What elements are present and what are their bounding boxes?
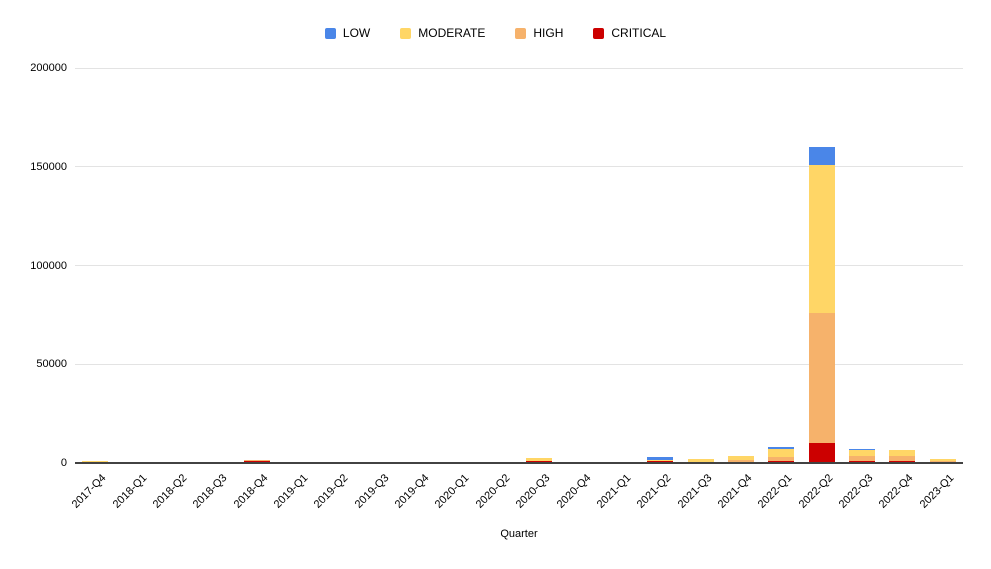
x-tick-label-2020-Q1: 2020-Q1 <box>433 472 472 511</box>
bar-segment-high[interactable] <box>808 312 835 444</box>
bar-2022-Q2[interactable] <box>808 147 835 463</box>
bar-segment-low[interactable] <box>808 147 835 165</box>
x-tick-label-2022-Q1: 2022-Q1 <box>756 472 795 511</box>
y-tick-label-150000: 150000 <box>30 160 67 173</box>
x-tick-label-2018-Q3: 2018-Q3 <box>190 472 230 511</box>
x-tick-label-2019-Q4: 2019-Q4 <box>392 472 432 511</box>
y-tick-label-50000: 50000 <box>36 358 67 371</box>
bar-2022-Q3[interactable] <box>849 448 876 463</box>
x-tick-label-2021-Q4: 2021-Q4 <box>715 472 755 511</box>
bar-segment-moderate[interactable] <box>687 458 714 462</box>
legend-item-high[interactable]: HIGH <box>515 26 563 40</box>
y-tick-label-200000: 200000 <box>30 62 67 74</box>
legend-label-critical: CRITICAL <box>611 26 667 40</box>
x-axis-tick-labels: 2017-Q4 2018-Q1 2018-Q2 2018-Q3 2018-Q4 2019-… <box>70 463 963 533</box>
bar-segment-high[interactable] <box>728 460 754 462</box>
legend-swatch-high-icon <box>515 27 527 39</box>
bar-segment-moderate[interactable] <box>768 449 795 457</box>
bar-segment-high[interactable] <box>243 460 270 462</box>
x-tick-label-2019-Q2: 2019-Q2 <box>312 472 351 511</box>
x-axis-line <box>75 462 963 464</box>
x-tick-label-2018-Q2: 2018-Q2 <box>150 472 190 511</box>
legend-item-moderate[interactable]: MODERATE <box>400 26 485 40</box>
bar-2022-Q1[interactable] <box>768 447 795 463</box>
legend-label-moderate: MODERATE <box>418 26 486 40</box>
x-tick-label-2017-Q4: 2017-Q4 <box>69 472 109 511</box>
x-tick-label-2019-Q1: 2019-Q1 <box>271 472 311 511</box>
legend-label-high: HIGH <box>533 26 564 40</box>
legend-label-low: LOW <box>342 26 371 40</box>
legend-item-critical[interactable]: CRITICAL <box>593 26 666 40</box>
chart-legend: LOW MODERATE HIGH CRITICAL <box>0 26 991 40</box>
bar-segment-low[interactable] <box>768 447 795 449</box>
gridline-100000 <box>75 265 963 266</box>
bar-segment-moderate[interactable] <box>889 450 916 457</box>
bar-segment-moderate[interactable] <box>647 460 674 462</box>
gridline-200000 <box>75 67 963 69</box>
bar-segment-critical[interactable] <box>808 443 835 463</box>
bar-segment-moderate[interactable] <box>808 164 835 313</box>
x-tick-label-2022-Q2: 2022-Q2 <box>796 472 836 511</box>
bar-segment-low[interactable] <box>849 448 876 450</box>
x-tick-label-2021-Q2: 2021-Q2 <box>634 472 674 511</box>
x-axis-title: Quarter <box>500 528 538 540</box>
x-tick-label-2018-Q4: 2018-Q4 <box>231 472 271 511</box>
x-tick-label-2023-Q1: 2023-Q1 <box>917 472 957 511</box>
x-tick-label-2020-Q2: 2020-Q2 <box>473 472 513 511</box>
legend-swatch-moderate-icon <box>400 27 412 39</box>
bar-segment-moderate[interactable] <box>526 458 553 461</box>
bar-segment-high[interactable] <box>849 455 876 462</box>
x-tick-label-2020-Q4: 2020-Q4 <box>554 472 594 511</box>
plot-area: 2017-Q4 2018-Q1 2018-Q2 2018-Q3 2018-Q4 2019-… <box>30 62 963 511</box>
gridline-150000 <box>75 166 963 168</box>
x-tick-label-2019-Q3: 2019-Q3 <box>352 472 392 511</box>
x-tick-label-2020-Q3: 2020-Q3 <box>513 472 553 511</box>
x-tick-label-2018-Q1: 2018-Q1 <box>110 472 150 511</box>
x-tick-label-2022-Q4: 2022-Q4 <box>877 472 916 511</box>
bar-segment-high[interactable] <box>768 456 795 462</box>
bar-segment-moderate[interactable] <box>849 449 876 456</box>
bar-segment-moderate[interactable] <box>929 459 956 462</box>
bar-segment-moderate[interactable] <box>728 455 754 461</box>
bar-segment-low[interactable] <box>647 457 674 461</box>
y-tick-label-0: 0 <box>60 457 67 469</box>
legend-item-low[interactable]: LOW <box>324 26 371 40</box>
y-tick-label-100000: 100000 <box>30 259 67 272</box>
x-tick-label-2022-Q3: 2022-Q3 <box>836 472 876 511</box>
bar-segment-high[interactable] <box>889 456 916 462</box>
legend-swatch-critical-icon <box>593 27 605 39</box>
x-tick-label-2021-Q3: 2021-Q3 <box>675 472 715 511</box>
bars-layer <box>75 68 963 463</box>
legend-swatch-low-icon <box>324 27 336 39</box>
x-tick-label-2021-Q1: 2021-Q1 <box>594 472 634 511</box>
gridline-50000 <box>75 363 963 365</box>
bar-segment-high[interactable] <box>526 460 553 462</box>
